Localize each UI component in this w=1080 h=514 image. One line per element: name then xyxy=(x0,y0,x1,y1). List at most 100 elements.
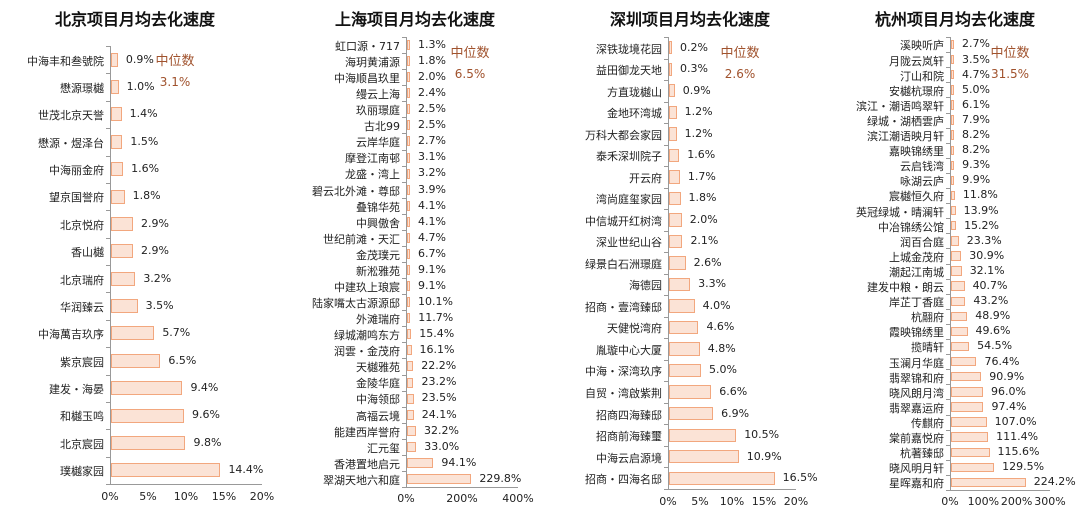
bar xyxy=(669,363,701,378)
category-label: 外滩瑞府 xyxy=(356,313,400,327)
y-tick xyxy=(106,319,110,321)
x-tick-label: 10% xyxy=(173,490,199,503)
bar xyxy=(407,361,414,372)
category-label: 玉澜月华庭 xyxy=(889,356,944,370)
bar xyxy=(951,281,965,291)
category-label: 汀山和院 xyxy=(900,69,944,83)
y-tick xyxy=(946,308,950,310)
category-label: 英冠绿城・晴澜轩 xyxy=(856,205,944,219)
median-value: 31.5% xyxy=(990,67,1030,81)
median-annotation: 中位数 3.1% xyxy=(145,52,205,92)
y-tick xyxy=(106,265,110,266)
category-label: 缦云上海 xyxy=(356,88,400,102)
bar xyxy=(951,447,990,457)
y-tick xyxy=(106,128,110,130)
median-label: 中位数 xyxy=(450,46,490,61)
y-tick xyxy=(664,338,668,340)
value-label: 1.4% xyxy=(129,107,158,121)
y-tick xyxy=(946,490,950,491)
value-label: 1.5% xyxy=(130,134,159,148)
bar xyxy=(669,471,775,485)
y-tick xyxy=(106,100,110,102)
x-axis xyxy=(950,490,1050,491)
category-label: 晓风朗月湾 xyxy=(889,386,944,400)
value-label: 2.1% xyxy=(690,234,719,248)
value-label: 16.1% xyxy=(419,343,455,357)
value-label: 13.9% xyxy=(963,203,999,217)
y-tick xyxy=(402,390,406,392)
value-label: 0.2% xyxy=(680,40,708,54)
value-label: 115.6% xyxy=(997,445,1040,459)
category-label: 方直珑樾山 xyxy=(607,85,662,99)
category-label: 汇元玺 xyxy=(367,441,400,455)
bar xyxy=(407,200,410,211)
value-label: 2.7% xyxy=(962,37,990,51)
bar xyxy=(111,299,138,314)
y-tick xyxy=(946,429,950,431)
bar xyxy=(951,432,989,442)
y-tick xyxy=(106,182,110,184)
y-tick xyxy=(402,294,406,296)
category-label: 翠湖天地六和庭 xyxy=(323,473,400,487)
x-axis xyxy=(406,487,518,488)
y-tick xyxy=(106,237,110,239)
value-label: 6.7% xyxy=(418,246,446,260)
bar xyxy=(407,232,410,243)
bar xyxy=(407,72,410,83)
bar xyxy=(669,170,680,184)
value-label: 3.2% xyxy=(143,271,172,285)
bar xyxy=(951,39,954,50)
bar xyxy=(111,134,123,149)
value-label: 32.2% xyxy=(424,423,459,437)
category-label: 招商前海臻璽 xyxy=(596,430,662,444)
bar xyxy=(951,311,968,322)
bar xyxy=(951,477,1026,488)
category-label: 天樾雅苑 xyxy=(356,361,400,375)
bar xyxy=(111,408,184,423)
category-label: 建发中粮・朗云 xyxy=(867,281,944,294)
value-label: 9.1% xyxy=(418,278,446,292)
value-label: 1.2% xyxy=(684,105,713,119)
bar xyxy=(951,296,966,306)
value-label: 5.7% xyxy=(162,326,191,340)
y-tick xyxy=(402,278,406,280)
bar xyxy=(407,329,412,340)
y-tick xyxy=(946,323,950,325)
x-tick-label: 20% xyxy=(783,495,809,508)
median-value: 3.1% xyxy=(159,75,191,89)
bar xyxy=(407,441,417,452)
value-label: 224.2% xyxy=(1033,475,1076,489)
bar xyxy=(669,127,677,141)
category-label: 中海领邸 xyxy=(356,393,400,407)
y-tick xyxy=(106,484,110,485)
category-label: 翡翠嘉运府 xyxy=(889,401,944,415)
bar xyxy=(407,56,410,67)
bar xyxy=(407,377,414,388)
y-tick xyxy=(402,422,406,424)
median-value: 6.5% xyxy=(454,67,486,81)
value-label: 10.5% xyxy=(744,428,780,442)
y-tick xyxy=(402,374,406,376)
y-tick xyxy=(946,474,950,476)
x-tick-label: 200% xyxy=(446,492,478,505)
category-label: 金茂璞元 xyxy=(356,248,400,262)
y-tick xyxy=(106,46,110,47)
value-label: 94.1% xyxy=(441,455,477,469)
value-label: 76.4% xyxy=(984,354,1020,368)
value-label: 9.8% xyxy=(193,435,222,449)
bar xyxy=(669,406,714,421)
x-tick-label: 0% xyxy=(941,495,959,508)
y-tick xyxy=(664,230,668,232)
bar xyxy=(669,450,739,464)
category-label: 陆家嘴太古源源邸 xyxy=(312,297,400,311)
bar xyxy=(951,417,987,427)
y-tick xyxy=(946,97,950,99)
category-label: 中海・深湾玖序 xyxy=(585,365,662,379)
value-label: 4.0% xyxy=(702,298,731,312)
value-label: 7.9% xyxy=(962,112,990,126)
value-label: 4.7% xyxy=(418,230,446,244)
value-label: 2.5% xyxy=(418,118,446,132)
value-label: 6.5% xyxy=(168,353,197,367)
category-label: 溪映听庐 xyxy=(900,39,944,53)
value-label: 24.1% xyxy=(421,407,457,421)
